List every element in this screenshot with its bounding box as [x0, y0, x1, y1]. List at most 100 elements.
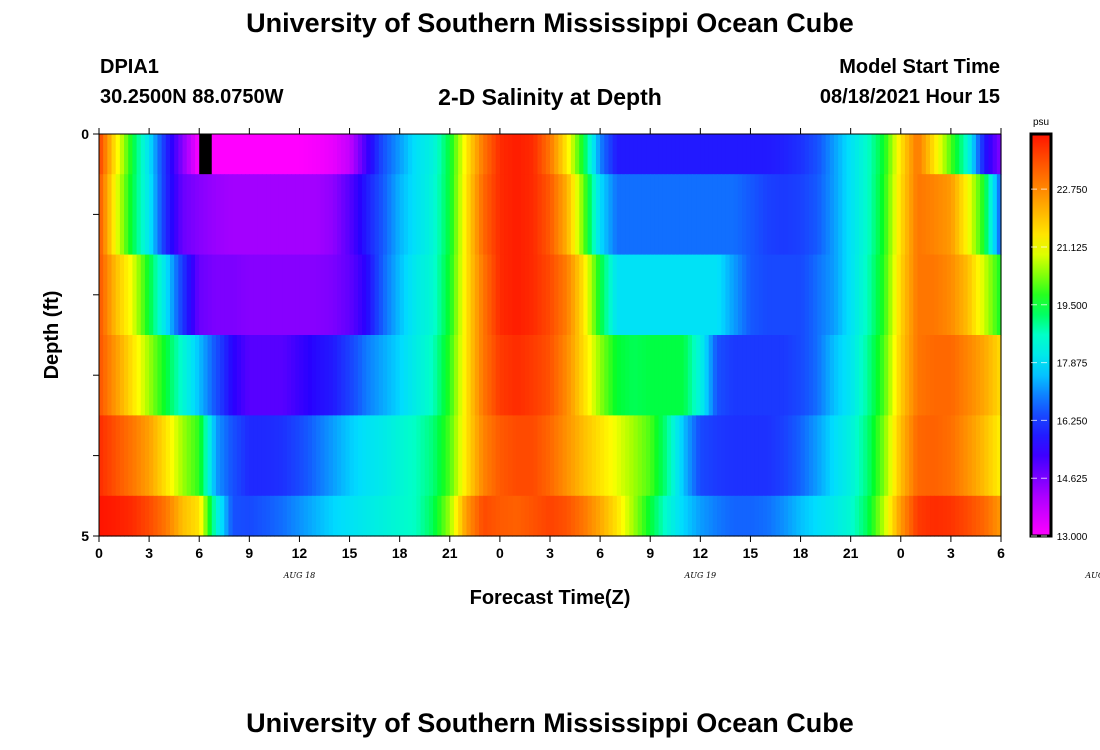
heatmap-cell [788, 174, 793, 256]
heatmap-cell [328, 415, 334, 497]
heatmap-cell [875, 254, 881, 336]
heatmap-cell [704, 254, 710, 336]
heatmap-cell [984, 254, 990, 336]
heatmap-cell [792, 174, 797, 256]
heatmap-cell [742, 254, 747, 336]
heatmap-cell [859, 415, 864, 497]
heatmap-cell [99, 415, 104, 497]
heatmap-cell [587, 174, 593, 256]
heatmap-cell [504, 495, 509, 537]
heatmap-cell [357, 134, 363, 175]
heatmap-cell [236, 335, 242, 416]
heatmap-cell [140, 495, 146, 537]
heatmap-cell [800, 254, 806, 336]
heatmap-cell [437, 174, 443, 256]
heatmap-cell [637, 415, 643, 497]
heatmap-cell [324, 495, 330, 537]
heatmap-cell [291, 415, 296, 497]
heatmap-cell [291, 134, 296, 175]
heatmap-cell [696, 495, 701, 537]
heatmap-cell [199, 495, 204, 537]
heatmap-cell [980, 174, 985, 256]
x-axis: 0 3 6 9 12 15 18 21 0 3 6 9 12 15 18 21 0 3 6 [95, 128, 1005, 561]
heatmap-cell [295, 174, 301, 256]
heatmap-cell [516, 134, 522, 175]
heatmap-cell [387, 335, 392, 416]
heatmap-cell [437, 134, 443, 175]
heatmap-cell [746, 174, 752, 256]
date-label: AUG 20 [1084, 571, 1100, 580]
heatmap-cell [600, 134, 605, 175]
heatmap-cell [378, 495, 384, 537]
heatmap-cell [717, 174, 722, 256]
heatmap-cell [182, 495, 188, 537]
heatmap-cell [132, 254, 138, 336]
colorbar-tick-label: 21.125 [1057, 243, 1088, 254]
heatmap-cell [529, 415, 534, 497]
heatmap-cell [620, 415, 626, 497]
heatmap-cell [408, 495, 413, 537]
heatmap-cell [403, 415, 409, 497]
heatmap-cell [971, 335, 977, 416]
heatmap-cell [733, 174, 739, 256]
heatmap-cell [115, 415, 121, 497]
heatmap-cell [980, 495, 985, 537]
heatmap-cell [320, 495, 326, 537]
heatmap-cell [796, 134, 802, 175]
heatmap-cell [433, 335, 438, 416]
heatmap-cell [103, 174, 108, 256]
heatmap-cell [946, 134, 952, 175]
heatmap-cell [921, 174, 927, 256]
heatmap-cell [838, 134, 843, 175]
heatmap-cell [620, 254, 626, 336]
heatmap-cell [980, 415, 985, 497]
heatmap-cell [508, 415, 514, 497]
heatmap-cell [646, 174, 651, 256]
heatmap-cell [495, 415, 501, 497]
heatmap-cell [520, 254, 526, 336]
heatmap-cell [721, 254, 726, 336]
heatmap-cell [930, 174, 935, 256]
heatmap-cell [646, 415, 651, 497]
heatmap-cell [666, 495, 672, 537]
heatmap-cell [817, 415, 823, 497]
heatmap-cell [99, 134, 104, 175]
heatmap-cell [470, 174, 476, 256]
heatmap-cell [182, 134, 188, 175]
heatmap-cell [942, 134, 948, 175]
heatmap-cell [892, 254, 898, 336]
heatmap-cell [817, 495, 823, 537]
heatmap-cell [374, 335, 380, 416]
heatmap-cell [729, 134, 735, 175]
heatmap-cell [495, 174, 501, 256]
heatmap-cell [725, 335, 731, 416]
heatmap-cell [491, 335, 497, 416]
heatmap-cell [382, 254, 388, 336]
heatmap-cell [892, 415, 898, 497]
heatmap-cell [712, 254, 718, 336]
heatmap-cell [687, 254, 693, 336]
heatmap-cell [879, 174, 885, 256]
heatmap-cell [792, 495, 797, 537]
heatmap-cell [165, 335, 171, 416]
heatmap-cell [712, 134, 718, 175]
heatmap-cell [545, 495, 551, 537]
heatmap-cell [307, 254, 313, 336]
heatmap-cell [946, 174, 952, 256]
heatmap-cell [399, 134, 405, 175]
heatmap-cell [934, 495, 939, 537]
date-labels: AUG 18 AUG 19 AUG 20 [283, 571, 1100, 580]
heatmap-cell [374, 415, 380, 497]
heatmap-cell [570, 415, 576, 497]
heatmap-cell [804, 415, 810, 497]
heatmap-cell [971, 134, 977, 175]
heatmap-cell [575, 415, 580, 497]
heatmap-cell [975, 415, 981, 497]
heatmap-cell [479, 174, 484, 256]
heatmap-cell [311, 134, 317, 175]
heatmap-cell [453, 134, 459, 175]
heatmap-cell [641, 335, 647, 416]
heatmap-cell [909, 174, 914, 256]
heatmap-cell [900, 335, 906, 416]
heatmap-cell [257, 254, 263, 336]
